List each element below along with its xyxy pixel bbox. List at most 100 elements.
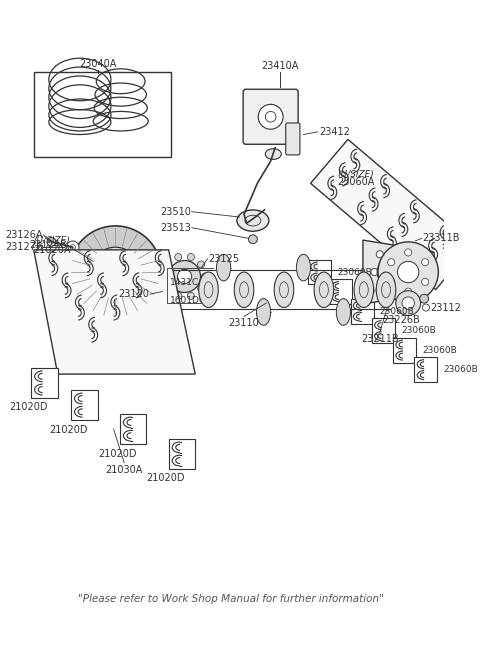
- Circle shape: [249, 234, 257, 244]
- Bar: [393, 338, 416, 363]
- Circle shape: [202, 273, 208, 280]
- Circle shape: [397, 261, 419, 283]
- Circle shape: [258, 104, 283, 129]
- Text: 21020A: 21020A: [34, 245, 71, 255]
- Circle shape: [198, 261, 204, 268]
- Circle shape: [371, 269, 378, 276]
- Bar: [31, 368, 58, 398]
- Text: 23510: 23510: [160, 207, 191, 217]
- Text: 23060B: 23060B: [337, 267, 372, 276]
- Circle shape: [168, 261, 201, 292]
- Circle shape: [377, 259, 404, 286]
- Circle shape: [376, 286, 384, 293]
- Text: 23060B: 23060B: [359, 287, 393, 296]
- Circle shape: [405, 249, 412, 256]
- Bar: [71, 390, 97, 421]
- Text: 23060B: 23060B: [444, 365, 479, 374]
- Text: 23060B: 23060B: [401, 326, 436, 335]
- Text: 23040A: 23040A: [79, 58, 116, 69]
- Bar: [372, 318, 395, 343]
- Text: "Please refer to Work Shop Manual for further information": "Please refer to Work Shop Manual for fu…: [78, 593, 384, 603]
- Circle shape: [175, 253, 182, 261]
- Bar: [34, 73, 171, 157]
- Bar: [168, 439, 195, 469]
- Circle shape: [388, 278, 395, 286]
- Circle shape: [402, 297, 414, 309]
- Text: 23226B: 23226B: [382, 314, 420, 325]
- Text: 23124B: 23124B: [29, 240, 67, 250]
- Circle shape: [388, 259, 395, 266]
- Bar: [350, 299, 373, 324]
- Circle shape: [165, 261, 172, 268]
- Circle shape: [422, 304, 430, 311]
- Ellipse shape: [376, 272, 396, 308]
- Text: 23060B: 23060B: [380, 307, 415, 316]
- Ellipse shape: [336, 299, 350, 326]
- Text: 23211B: 23211B: [361, 334, 398, 344]
- Text: 23110: 23110: [228, 318, 259, 328]
- Circle shape: [396, 291, 420, 316]
- Ellipse shape: [234, 272, 254, 308]
- Polygon shape: [34, 250, 195, 374]
- Text: 23112: 23112: [431, 303, 461, 312]
- Circle shape: [378, 242, 438, 302]
- Text: 21030A: 21030A: [106, 464, 143, 475]
- Text: 21020D: 21020D: [98, 449, 136, 458]
- Text: 21020D: 21020D: [49, 424, 87, 435]
- Circle shape: [420, 294, 429, 303]
- Text: 23412: 23412: [320, 127, 350, 137]
- Text: 23126A: 23126A: [5, 230, 43, 240]
- Circle shape: [187, 253, 194, 261]
- Circle shape: [376, 251, 384, 258]
- Bar: [329, 279, 352, 304]
- Ellipse shape: [296, 254, 311, 281]
- Circle shape: [198, 285, 204, 292]
- Circle shape: [403, 282, 410, 289]
- Text: 23060B: 23060B: [422, 346, 457, 354]
- Circle shape: [178, 269, 192, 284]
- Bar: [414, 357, 437, 382]
- Circle shape: [165, 285, 172, 292]
- Circle shape: [187, 292, 194, 299]
- Text: (U/SIZE): (U/SIZE): [337, 170, 374, 179]
- Circle shape: [91, 247, 140, 297]
- Circle shape: [103, 259, 128, 284]
- Circle shape: [161, 273, 168, 280]
- Ellipse shape: [354, 272, 373, 308]
- Text: 21020D: 21020D: [9, 402, 48, 413]
- Bar: [120, 414, 146, 444]
- Circle shape: [67, 241, 79, 253]
- Ellipse shape: [199, 272, 218, 308]
- Ellipse shape: [256, 299, 271, 326]
- Text: 1601DG: 1601DG: [170, 296, 207, 305]
- Circle shape: [421, 278, 429, 286]
- Text: 23410A: 23410A: [261, 61, 298, 71]
- Text: 1431CA: 1431CA: [170, 278, 205, 287]
- Ellipse shape: [274, 272, 294, 308]
- FancyBboxPatch shape: [286, 123, 300, 155]
- Ellipse shape: [216, 254, 231, 281]
- Ellipse shape: [265, 149, 281, 159]
- Text: 21020D: 21020D: [147, 474, 185, 483]
- Ellipse shape: [314, 272, 334, 308]
- Text: 23120: 23120: [118, 290, 149, 299]
- Ellipse shape: [237, 210, 269, 231]
- Bar: [308, 259, 331, 284]
- Text: 23127B: 23127B: [5, 242, 43, 252]
- Circle shape: [69, 226, 161, 318]
- Circle shape: [175, 292, 182, 299]
- Polygon shape: [311, 140, 473, 290]
- Text: 23513: 23513: [160, 223, 191, 233]
- Circle shape: [391, 290, 398, 297]
- Circle shape: [47, 238, 56, 246]
- FancyBboxPatch shape: [161, 282, 168, 294]
- Text: 23311B: 23311B: [422, 233, 460, 243]
- Circle shape: [421, 259, 429, 266]
- Circle shape: [403, 255, 410, 262]
- Circle shape: [405, 288, 412, 295]
- Circle shape: [391, 247, 398, 254]
- Circle shape: [403, 269, 410, 276]
- Polygon shape: [363, 240, 418, 304]
- FancyBboxPatch shape: [243, 89, 298, 144]
- Text: (U/SIZE): (U/SIZE): [34, 236, 71, 246]
